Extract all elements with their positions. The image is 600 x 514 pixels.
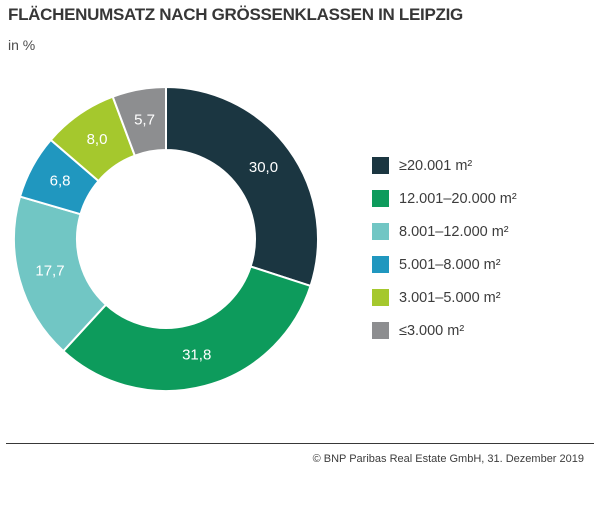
legend-item-3: 5.001–8.000 m²: [372, 256, 517, 273]
donut-segment-5: [111, 86, 167, 157]
donut-segment-0: [165, 86, 319, 287]
donut-segment-value-label: 30,0: [249, 159, 278, 176]
legend-label: ≥20.001 m²: [399, 157, 473, 174]
donut-segment-1: [62, 265, 312, 392]
legend: ≥20.001 m² 12.001–20.000 m² 8.001–12.000 m…: [372, 157, 517, 339]
legend-swatch: [372, 190, 389, 207]
page-title: FLÄCHENUMSATZ NACH GRÖSSENKLASSEN IN LEI…: [8, 5, 463, 24]
donut-chart: 30,0 31,8 17,7 6,8 8,0 5,7: [13, 86, 319, 392]
legend-label: 5.001–8.000 m²: [399, 256, 501, 273]
donut-segment-value-label: 17,7: [35, 262, 64, 279]
legend-swatch: [372, 223, 389, 240]
donut-segment-value-label: 8,0: [87, 131, 108, 148]
legend-label: ≤3.000 m²: [399, 322, 465, 339]
legend-label: 12.001–20.000 m²: [399, 190, 517, 207]
donut-segment-value-label: 5,7: [134, 111, 155, 128]
legend-label: 8.001–12.000 m²: [399, 223, 509, 240]
copyright-credit: © BNP Paribas Real Estate GmbH, 31. Deze…: [312, 453, 584, 465]
legend-item-0: ≥20.001 m²: [372, 157, 517, 174]
legend-swatch: [372, 322, 389, 339]
legend-label: 3.001–5.000 m²: [399, 289, 501, 306]
legend-item-5: ≤3.000 m²: [372, 322, 517, 339]
donut-segment-value-label: 6,8: [50, 173, 71, 190]
chart-unit-subtitle: in %: [8, 37, 36, 53]
legend-swatch: [372, 256, 389, 273]
footer-divider: [6, 443, 594, 444]
legend-item-1: 12.001–20.000 m²: [372, 190, 517, 207]
legend-item-4: 3.001–5.000 m²: [372, 289, 517, 306]
legend-swatch: [372, 157, 389, 174]
legend-item-2: 8.001–12.000 m²: [372, 223, 517, 240]
legend-swatch: [372, 289, 389, 306]
donut-segment-value-label: 31,8: [182, 346, 211, 363]
